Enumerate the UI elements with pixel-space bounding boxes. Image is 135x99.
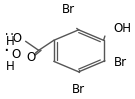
Text: O: O — [26, 51, 36, 64]
Text: ·: · — [3, 42, 9, 60]
Text: H: H — [5, 60, 14, 73]
Text: HO: HO — [5, 32, 23, 45]
Text: OH: OH — [113, 22, 131, 35]
Text: Br: Br — [113, 56, 126, 69]
Text: O: O — [11, 48, 20, 61]
Text: Br: Br — [62, 2, 75, 16]
Text: Br: Br — [72, 83, 85, 96]
Text: H: H — [5, 35, 14, 48]
